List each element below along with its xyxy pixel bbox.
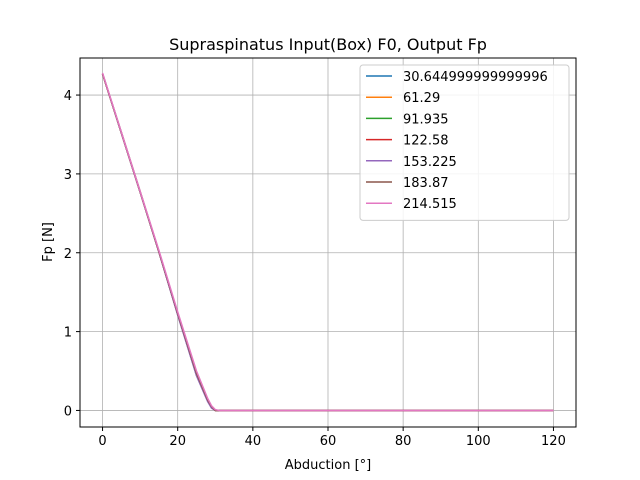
y-tick-label: 4	[64, 89, 72, 104]
x-tick-label: 40	[245, 434, 262, 449]
plot-lines	[101, 72, 554, 412]
legend-label: 122.58	[403, 134, 449, 149]
x-tick-label: 60	[320, 434, 337, 449]
x-axis-label: Abduction [°]	[285, 458, 371, 473]
y-tick-label: 2	[64, 247, 72, 262]
series-line-7	[101, 72, 554, 412]
x-tick-label: 80	[395, 434, 412, 449]
x-tick-label: 0	[98, 434, 106, 449]
legend-label: 153.225	[403, 155, 457, 170]
legend-label: 91.935	[403, 112, 449, 127]
y-axis-label: Fp [N]	[41, 222, 56, 262]
legend-label: 30.644999999999996	[403, 70, 548, 85]
y-tick-label: 1	[64, 326, 72, 341]
legend-label: 183.87	[403, 176, 449, 191]
legend-box	[359, 64, 570, 221]
y-tick-label: 3	[64, 168, 72, 183]
chart-title: Supraspinatus Input(Box) F0, Output Fp	[169, 35, 487, 54]
x-tick-label: 100	[466, 434, 491, 449]
y-tick-label: 0	[64, 404, 72, 419]
x-tick-label: 20	[169, 434, 186, 449]
legend: 30.644999999999996 61.29 91.935 122.58 153.2…	[359, 64, 570, 221]
x-axis: 0 20 40 60 80 100 120	[98, 427, 566, 449]
legend-label: 214.515	[403, 197, 457, 212]
legend-label: 61.29	[403, 91, 440, 106]
y-axis: 0 1 2 3 4	[64, 89, 80, 419]
x-tick-label: 120	[541, 434, 566, 449]
